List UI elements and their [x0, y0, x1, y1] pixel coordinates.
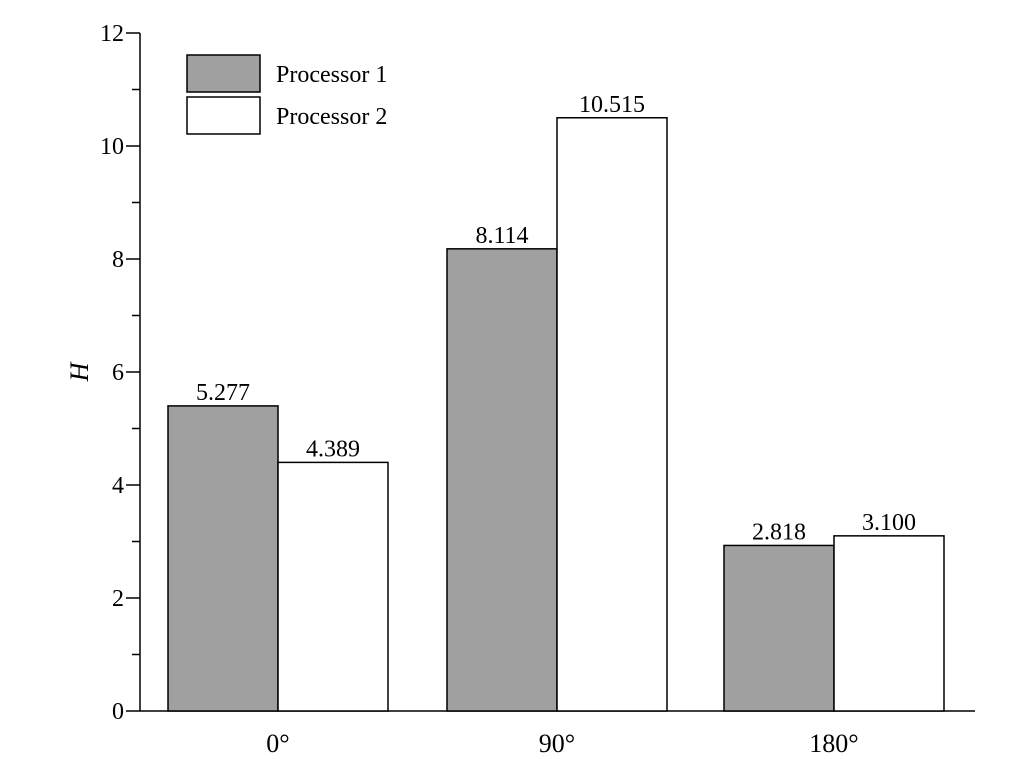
- x-category-label: 90°: [539, 729, 575, 758]
- bar-1-0: [167, 405, 279, 712]
- bar-value-label: 5.277: [196, 380, 250, 406]
- y-tick-label: 10: [100, 134, 124, 160]
- y-tick-label: 6: [112, 360, 124, 386]
- y-tick-label: 12: [100, 21, 124, 47]
- x-category-label: 180°: [809, 729, 858, 758]
- y-tick-label: 2: [112, 586, 124, 612]
- legend-swatch-1: [186, 54, 261, 93]
- bar-value-label: 10.515: [579, 92, 645, 118]
- data-labels: 5.277 4.389 8.114 10.515 2.818 3.100: [196, 92, 916, 546]
- bar-1-2: [723, 544, 835, 712]
- bar-2-0: [277, 461, 389, 712]
- legend-label: Processor 1: [276, 62, 387, 88]
- bar-2-2: [833, 535, 945, 712]
- y-tick-label: 4: [112, 473, 124, 499]
- legend-swatch-2: [186, 96, 261, 135]
- y-axis-label: H: [65, 361, 94, 382]
- legend: Processor 1 Processor 2: [186, 54, 387, 135]
- bar-1-1: [446, 248, 558, 712]
- bar-value-label: 2.818: [752, 519, 806, 545]
- x-category-label: 0°: [266, 729, 289, 758]
- legend-label: Processor 2: [276, 104, 387, 130]
- bar-value-label: 4.389: [306, 436, 360, 462]
- bar-2-1: [556, 117, 668, 712]
- bars: [167, 117, 945, 712]
- y-tick-label: 8: [112, 247, 124, 273]
- bar-value-label: 3.100: [862, 510, 916, 536]
- bar-value-label: 8.114: [475, 223, 528, 249]
- y-tick-label: 0: [112, 699, 124, 725]
